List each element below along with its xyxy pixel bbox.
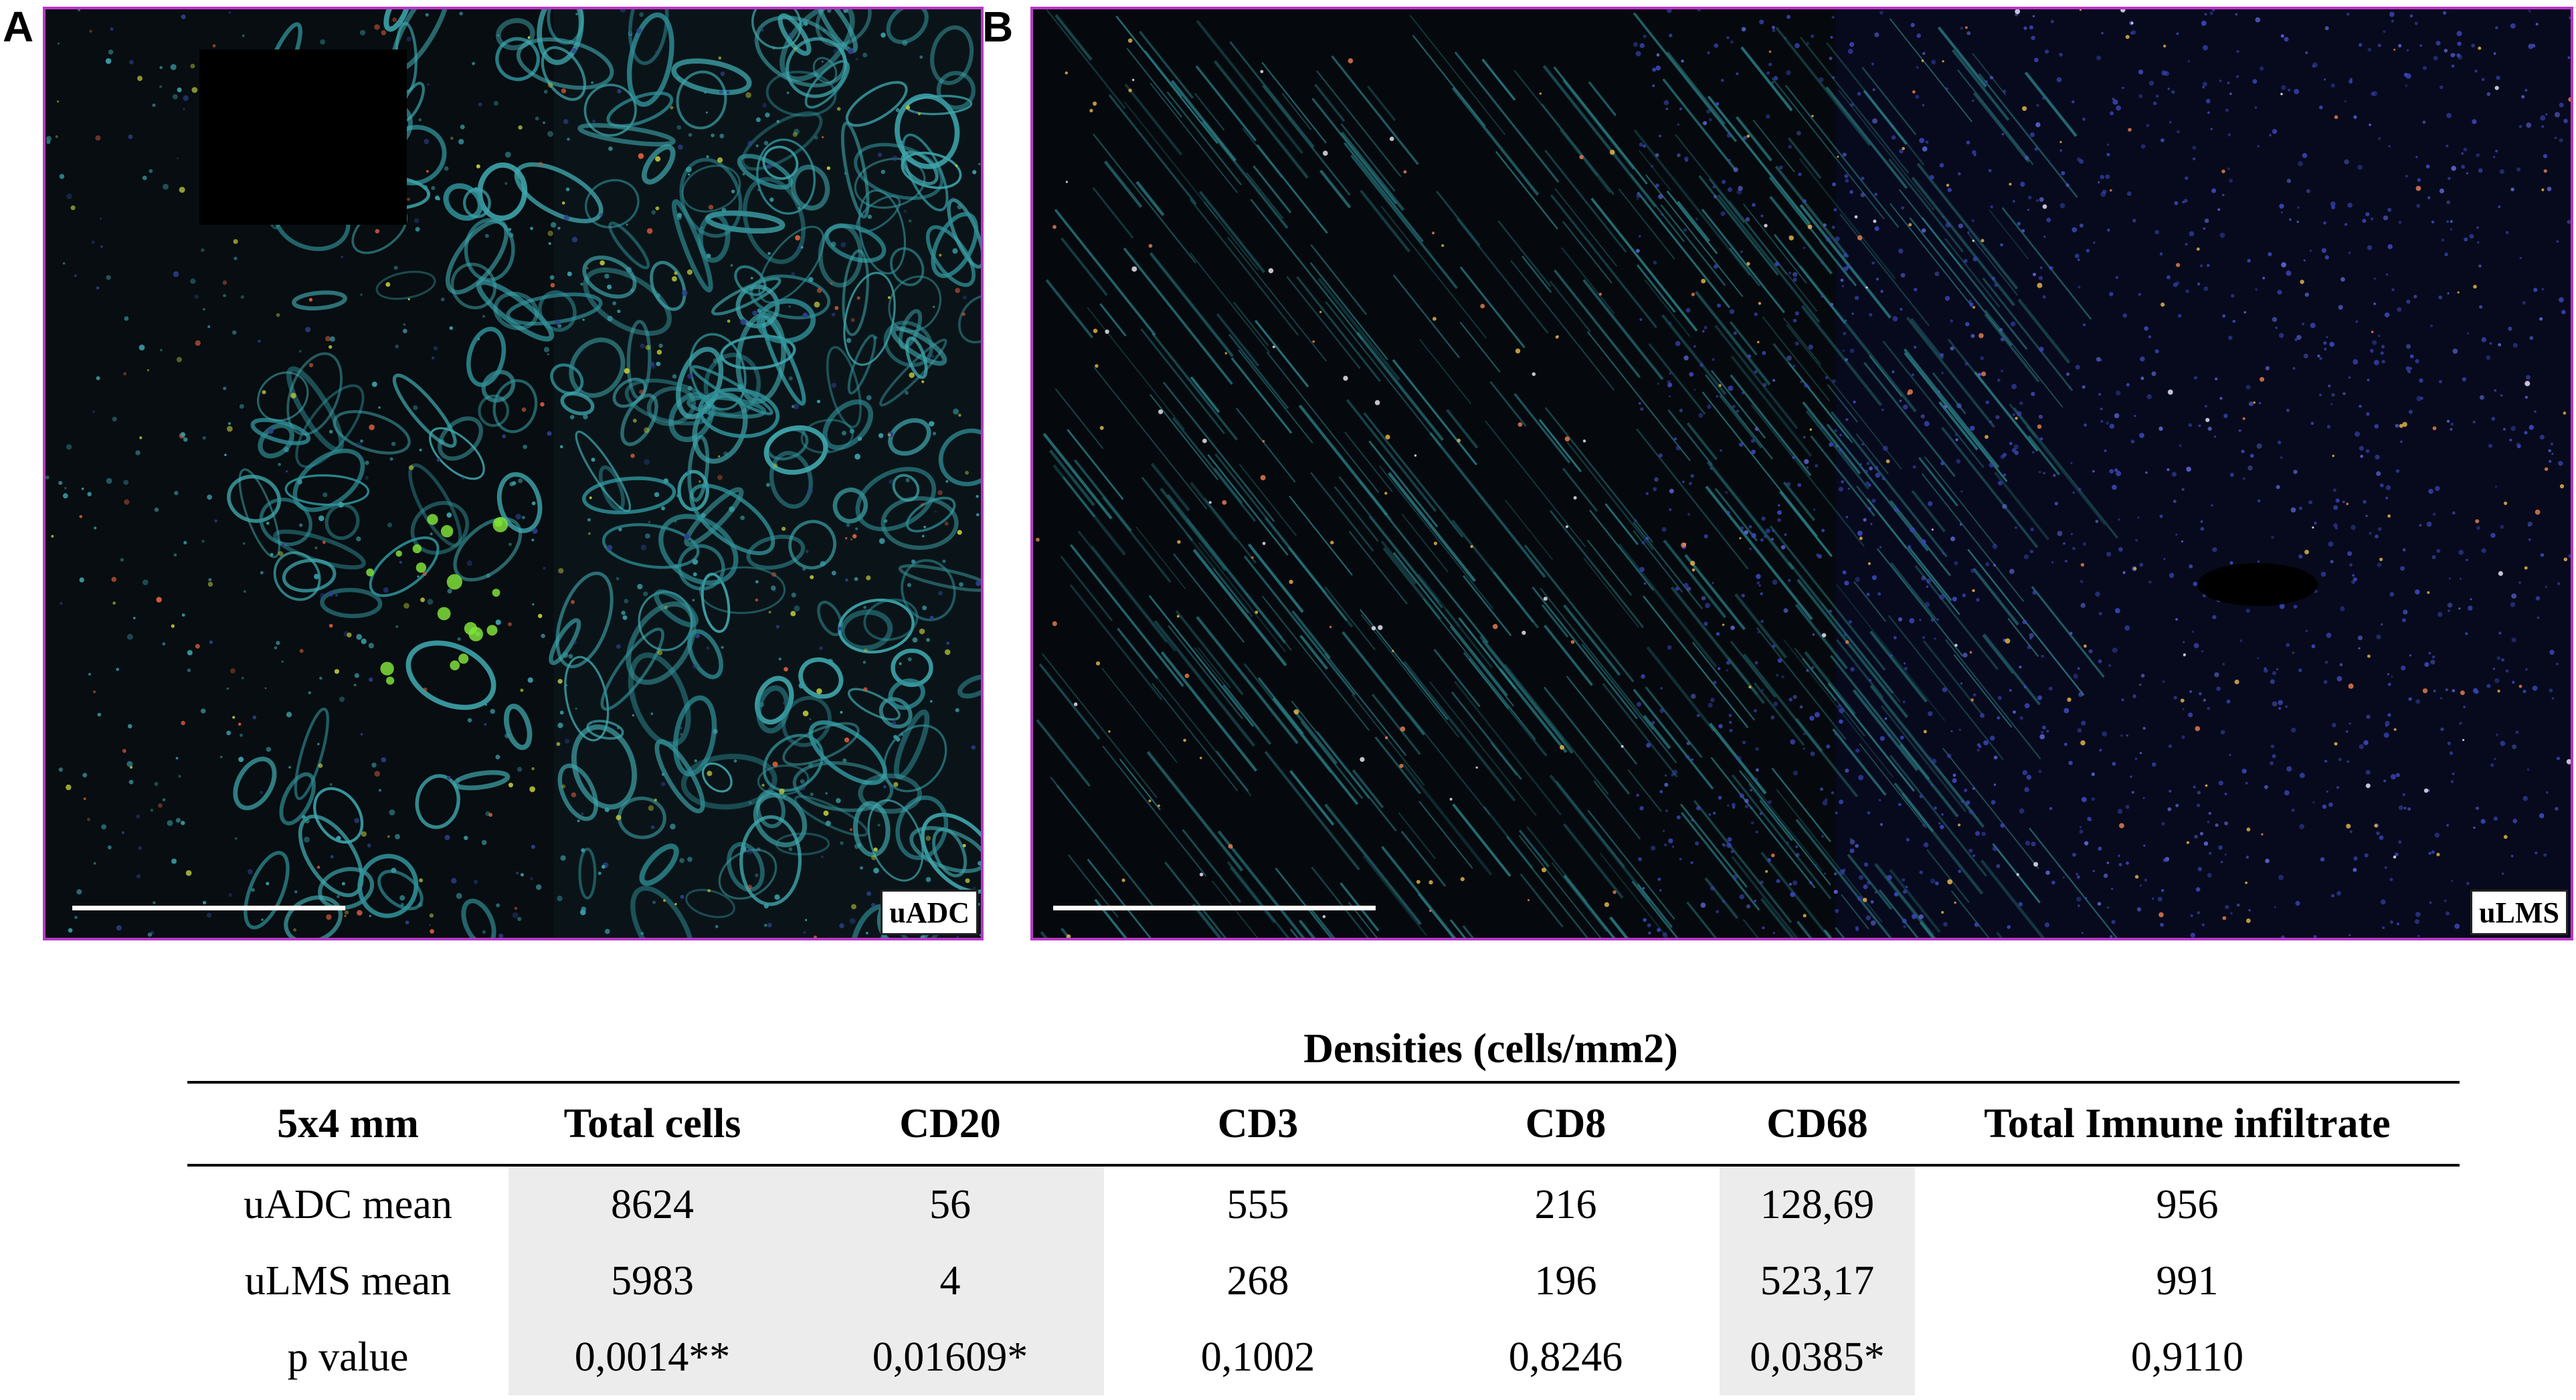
panel-a-label: A [3,3,34,51]
header-cell: CD3 [1104,1081,1412,1167]
header-cell: CD8 [1412,1081,1720,1167]
table-cell: 56 [796,1165,1104,1243]
table-header-row: 5x4 mm Total cells CD20 CD3 CD8 CD68 Tot… [187,1081,2460,1167]
row-label: uADC mean [244,1181,452,1227]
table-cell: 8624 [509,1165,796,1243]
table-row: uLMS mean 5983 4 268 196 523,17 991 [187,1243,2460,1319]
table-cell: 196 [1534,1258,1597,1304]
panel-b-label: B [982,3,1014,51]
table-cell: 4 [796,1243,1104,1319]
row-label: uLMS mean [244,1258,452,1304]
header-cell: Total cells [509,1081,796,1167]
table-caption: Densities (cells/mm2) [1303,1026,1678,1072]
panel-a-micrograph: uADC [43,7,984,940]
table-cell: 0,9110 [2130,1334,2244,1380]
panel-b-micrograph: uLMS [1030,7,2573,940]
table-cell: 0,8246 [1508,1334,1623,1380]
density-table: 5x4 mm Total cells CD20 CD3 CD8 CD68 Tot… [187,1081,2460,1395]
scale-bar [1053,906,1376,910]
table-cell: 555 [1226,1181,1289,1227]
ulms-tissue-image [1033,9,2571,938]
table-cell: 0,0014** [509,1319,796,1395]
scale-bar [72,906,345,910]
table-cell: 216 [1534,1181,1597,1227]
table-cell: 0,01609* [796,1319,1104,1395]
table-cell: 128,69 [1720,1165,1915,1243]
table-cell: 956 [2156,1181,2219,1227]
header-cell: Total Imnune infiltrate [1915,1081,2460,1167]
header-cell: 5x4 mm [187,1081,509,1167]
table-cell: 5983 [509,1243,796,1319]
table-row: p value 0,0014** 0,01609* 0,1002 0,8246 … [187,1319,2460,1395]
header-cell: CD20 [796,1081,1104,1167]
table-cell: 523,17 [1720,1243,1915,1319]
table-row: uADC mean 8624 56 555 216 128,69 956 [187,1165,2460,1243]
table-cell: 268 [1226,1258,1289,1304]
uadc-tissue-image [45,9,981,938]
panel-a-tag: uADC [881,890,978,935]
density-table-block: Densities (cells/mm2) 5x4 mm Total cells… [187,1017,2460,1395]
table-cell: 991 [2156,1258,2219,1304]
panel-b-tag: uLMS [2470,890,2568,935]
header-cell: CD68 [1720,1081,1915,1167]
table-cell: 0,0385* [1720,1319,1915,1395]
table-cell: 0,1002 [1200,1334,1315,1380]
row-label: p value [287,1334,409,1380]
